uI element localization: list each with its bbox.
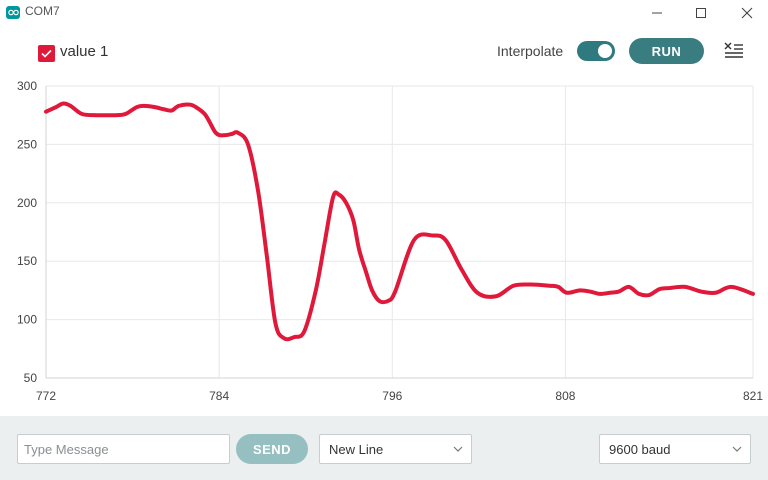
interpolate-label: Interpolate: [497, 43, 564, 59]
app-logo-icon: [6, 6, 20, 19]
y-tick-label: 200: [17, 196, 37, 210]
clear-button[interactable]: [722, 40, 746, 62]
baud-rate-select[interactable]: 9600 baud: [599, 434, 751, 464]
close-button[interactable]: [724, 0, 768, 26]
y-tick-label: 150: [17, 254, 37, 268]
series-checkbox[interactable]: [38, 45, 55, 62]
message-input[interactable]: [17, 434, 230, 464]
y-tick-label: 300: [17, 79, 37, 93]
series-line-value-1: [44, 101, 755, 342]
x-tick-label: 821: [743, 389, 763, 403]
check-icon: [41, 49, 52, 58]
maximize-icon: [696, 8, 706, 18]
y-tick-label: 100: [17, 313, 37, 327]
title-bar: COM7: [0, 0, 768, 26]
line-ending-select[interactable]: New Line: [319, 434, 472, 464]
x-tick-label: 808: [555, 389, 575, 403]
line-ending-value: New Line: [329, 441, 384, 457]
maximize-button[interactable]: [678, 0, 724, 26]
series-label: value 1: [60, 43, 109, 60]
chevron-down-icon: [453, 446, 463, 452]
y-tick-label: 50: [24, 371, 38, 385]
x-tick-label: 784: [209, 389, 229, 403]
clear-icon: [724, 42, 743, 58]
x-tick-label: 796: [382, 389, 402, 403]
chevron-down-icon: [732, 446, 742, 452]
window-title: COM7: [25, 4, 60, 18]
toggle-knob: [598, 44, 612, 58]
minimize-icon: [652, 12, 662, 14]
send-button[interactable]: SEND: [236, 434, 308, 464]
baud-rate-value: 9600 baud: [609, 441, 671, 457]
minimize-button[interactable]: [634, 0, 680, 26]
line-chart: 50 100 150 200 250 300 772 784 796 808 821: [17, 79, 763, 403]
interpolate-toggle[interactable]: [577, 41, 615, 61]
x-tick-label: 772: [36, 389, 56, 403]
run-button[interactable]: RUN: [629, 38, 704, 64]
close-icon: [741, 7, 753, 19]
y-tick-label: 250: [17, 137, 37, 151]
